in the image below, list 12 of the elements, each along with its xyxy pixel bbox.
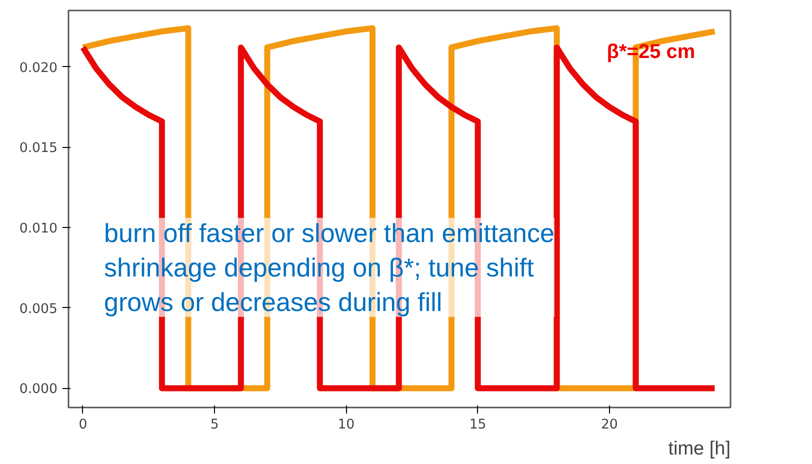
y-tick-label: 0.000 xyxy=(19,382,58,398)
annotation: burn off faster or slower than emittance shrinkage depending on β*; tune shift grows or decreases during fill xyxy=(104,218,554,317)
y-tick-label: 0.015 xyxy=(19,141,58,156)
y-tick-label: 0.020 xyxy=(19,60,58,76)
x-tick-label: 20 xyxy=(600,418,618,432)
x-tick-label: 15 xyxy=(469,418,486,432)
y-tick-label: 0.010 xyxy=(19,221,58,236)
x-tick-label: 10 xyxy=(338,418,355,432)
x-tick-label: 0 xyxy=(78,418,88,432)
y-tick-label: 0.005 xyxy=(19,302,58,317)
x-axis-title: time [h] xyxy=(668,438,731,460)
x-tick-label: 5 xyxy=(210,418,219,432)
